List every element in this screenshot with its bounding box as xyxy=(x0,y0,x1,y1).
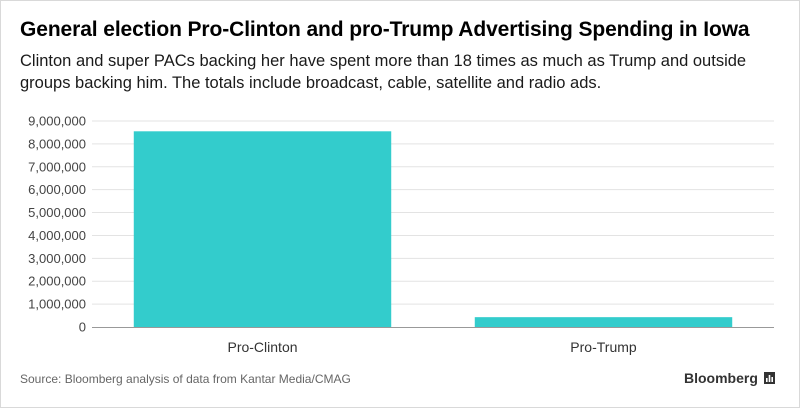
y-tick-label: 3,000,000 xyxy=(28,251,86,266)
x-tick-label: Pro-Trump xyxy=(570,339,637,355)
bar-pro-clinton xyxy=(133,131,392,327)
bars xyxy=(133,131,733,327)
y-tick-label: 7,000,000 xyxy=(28,159,86,174)
y-tick-label: 1,000,000 xyxy=(28,297,86,312)
x-axis: Pro-Clinton Pro-Trump xyxy=(92,327,774,355)
y-axis: 0 1,000,000 2,000,000 3,000,000 4,000,000 5,0… xyxy=(28,114,86,335)
y-tick-label: 8,000,000 xyxy=(28,136,86,151)
y-tick-label: 5,000,000 xyxy=(28,205,86,220)
x-tick-label: Pro-Clinton xyxy=(227,339,297,355)
chart-subtitle: Clinton and super PACs backing her have … xyxy=(20,52,747,92)
brand-logo: Bloomberg xyxy=(684,370,758,386)
y-tick-label: 2,000,000 xyxy=(28,274,86,289)
y-tick-label: 9,000,000 xyxy=(28,114,86,129)
y-tick-label: 0 xyxy=(79,320,86,335)
chart-title: General election Pro-Clinton and pro-Tru… xyxy=(20,18,750,41)
source-note: Source: Bloomberg analysis of data from … xyxy=(20,372,351,386)
bloomberg-chart-icon xyxy=(764,372,775,384)
y-tick-label: 4,000,000 xyxy=(28,228,86,243)
bar-pro-trump xyxy=(474,317,733,327)
y-tick-label: 6,000,000 xyxy=(28,182,86,197)
